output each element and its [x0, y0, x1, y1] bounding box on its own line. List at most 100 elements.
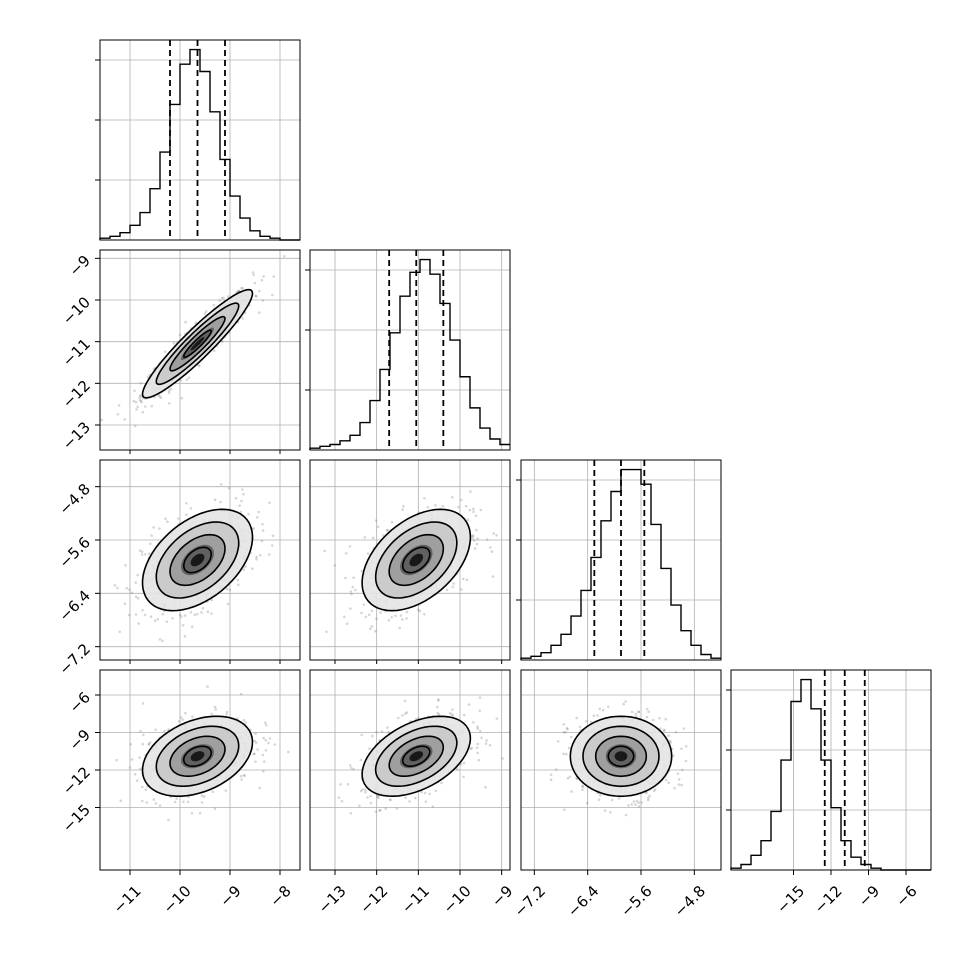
scatter-point — [457, 505, 460, 509]
scatter-point — [198, 811, 202, 815]
scatter-point — [408, 800, 411, 803]
scatter-point — [179, 379, 183, 382]
scatter-point — [362, 603, 366, 606]
scatter-point — [138, 398, 142, 402]
scatter-point — [562, 731, 566, 734]
contour-3 — [141, 288, 254, 399]
scatter-point — [405, 610, 409, 614]
contour-3 — [141, 715, 254, 797]
scatter-point — [202, 795, 206, 798]
scatter-point — [360, 569, 364, 573]
scatter-point — [599, 793, 602, 797]
scatter-point — [385, 528, 389, 532]
x-tick-label: −12 — [811, 882, 846, 917]
scatter-point — [369, 627, 372, 630]
scatter-point — [370, 625, 374, 628]
scatter-point — [345, 622, 349, 625]
scatter-point — [243, 774, 246, 778]
scatter-point — [255, 516, 259, 519]
pair-content-0-3 — [115, 685, 290, 822]
scatter-point — [210, 712, 213, 716]
scatter-point — [340, 799, 344, 803]
scatter-point — [141, 742, 144, 746]
scatter-point — [147, 743, 151, 746]
scatter-point — [261, 523, 264, 526]
scatter-point — [394, 614, 397, 617]
scatter-point — [351, 585, 355, 589]
scatter-point — [575, 777, 579, 781]
x-tick-label: −10 — [160, 882, 195, 917]
scatter-point — [178, 333, 182, 337]
contour-3 — [361, 715, 472, 798]
scatter-point — [374, 519, 378, 522]
scatter-point — [172, 341, 176, 345]
scatter-point — [563, 808, 566, 812]
contour-0 — [401, 745, 431, 767]
scatter-point — [565, 752, 568, 756]
scatter-point — [187, 376, 191, 380]
scatter-point — [597, 798, 601, 801]
scatter-point — [253, 281, 257, 285]
scatter-point — [219, 500, 222, 504]
scatter-point — [125, 587, 129, 590]
scatter-point — [176, 517, 180, 520]
scatter-point — [350, 592, 353, 596]
density-shade-4 — [614, 751, 628, 762]
scatter-point — [116, 413, 120, 416]
scatter-point — [370, 609, 374, 613]
y-tick-label: −12 — [59, 377, 94, 412]
scatter-point — [682, 727, 686, 730]
scatter-point — [648, 794, 651, 798]
scatter-point — [460, 588, 463, 591]
scatter-point — [418, 609, 422, 613]
scatter-point — [473, 547, 477, 550]
scatter-point — [337, 796, 341, 799]
scatter-point — [673, 786, 676, 790]
scatter-point — [117, 404, 121, 407]
scatter-point — [156, 618, 160, 621]
scatter-point — [144, 553, 147, 556]
scatter-point — [181, 718, 184, 721]
scatter-point — [475, 542, 479, 546]
scatter-point — [213, 807, 217, 810]
scatter-point — [186, 800, 190, 804]
histogram-step-1 — [309, 258, 510, 450]
scatter-point — [669, 741, 672, 744]
scatter-point — [367, 613, 371, 616]
scatter-point — [645, 707, 649, 711]
scatter-point — [380, 730, 384, 733]
x-tick-label: −11 — [110, 882, 145, 917]
scatter-point — [163, 350, 167, 354]
scatter-point — [390, 616, 394, 619]
scatter-point — [374, 629, 377, 633]
scatter-point — [268, 501, 271, 505]
scatter-point — [581, 784, 584, 788]
x-tick-label: −9 — [855, 882, 883, 910]
scatter-point — [368, 747, 371, 750]
scatter-point — [389, 798, 392, 802]
scatter-point — [130, 591, 134, 594]
scatter-point — [472, 510, 475, 513]
scatter-point — [450, 495, 454, 499]
scatter-point — [677, 783, 681, 786]
scatter-point — [272, 275, 276, 278]
scatter-point — [398, 626, 402, 630]
scatter-point — [567, 746, 571, 750]
scatter-point — [135, 408, 138, 411]
scatter-point — [617, 797, 621, 800]
scatter-point — [167, 728, 171, 731]
scatter-point — [198, 364, 201, 368]
scatter-point — [210, 612, 213, 615]
scatter-point — [489, 546, 492, 549]
scatter-point — [622, 702, 625, 706]
scatter-point — [226, 602, 230, 606]
scatter-point — [211, 790, 215, 793]
y-tick-label: −5.6 — [56, 533, 94, 571]
scatter-point — [119, 799, 123, 802]
scatter-point — [134, 595, 138, 598]
scatter-point — [149, 542, 152, 546]
scatter-point — [647, 710, 650, 714]
scatter-point — [369, 801, 373, 805]
scatter-point — [136, 573, 140, 577]
scatter-point — [388, 798, 392, 801]
